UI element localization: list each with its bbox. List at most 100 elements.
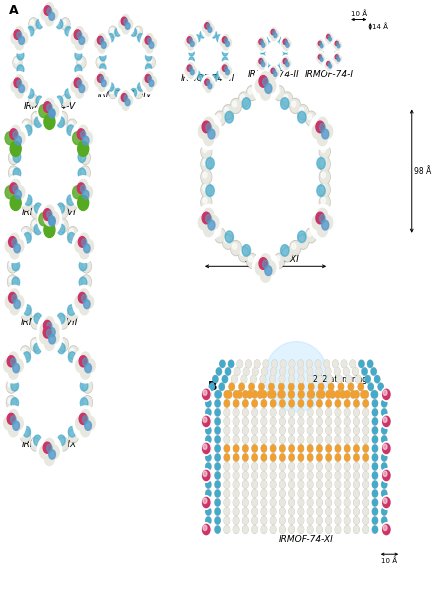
Circle shape — [334, 42, 338, 48]
Circle shape — [49, 213, 59, 226]
Circle shape — [335, 499, 340, 506]
Circle shape — [319, 144, 330, 159]
Circle shape — [339, 383, 343, 390]
Circle shape — [319, 214, 326, 223]
Circle shape — [50, 448, 54, 453]
Circle shape — [326, 499, 331, 506]
Circle shape — [319, 183, 330, 197]
Circle shape — [252, 426, 257, 434]
Circle shape — [49, 8, 58, 20]
Circle shape — [279, 454, 285, 461]
Circle shape — [5, 186, 14, 198]
Circle shape — [201, 170, 212, 184]
Circle shape — [95, 38, 102, 48]
Circle shape — [79, 38, 82, 43]
Ellipse shape — [19, 231, 80, 317]
Circle shape — [11, 422, 20, 434]
Circle shape — [189, 57, 194, 64]
Circle shape — [299, 106, 308, 119]
Circle shape — [261, 445, 266, 452]
Circle shape — [279, 508, 285, 515]
Circle shape — [307, 490, 313, 497]
Circle shape — [184, 32, 198, 52]
Circle shape — [318, 44, 320, 47]
Circle shape — [265, 266, 272, 276]
Circle shape — [41, 214, 50, 226]
Circle shape — [252, 418, 257, 425]
Circle shape — [233, 526, 239, 533]
Circle shape — [383, 498, 387, 504]
Circle shape — [10, 415, 16, 423]
Circle shape — [283, 38, 288, 45]
Circle shape — [252, 517, 257, 524]
Circle shape — [68, 198, 76, 210]
Circle shape — [319, 42, 323, 48]
Circle shape — [74, 78, 81, 88]
Circle shape — [82, 244, 91, 256]
Circle shape — [16, 85, 25, 97]
Circle shape — [260, 268, 271, 282]
Circle shape — [255, 80, 264, 93]
Circle shape — [351, 391, 355, 398]
Circle shape — [49, 105, 58, 117]
Circle shape — [330, 391, 335, 398]
Circle shape — [215, 436, 220, 443]
Circle shape — [10, 289, 19, 302]
Circle shape — [318, 55, 321, 59]
Circle shape — [326, 508, 332, 515]
Circle shape — [14, 300, 20, 309]
Circle shape — [217, 71, 222, 78]
Circle shape — [226, 38, 232, 47]
Circle shape — [345, 418, 350, 425]
Circle shape — [372, 463, 378, 470]
Circle shape — [260, 86, 271, 100]
Circle shape — [186, 64, 193, 73]
Circle shape — [383, 524, 390, 535]
Circle shape — [307, 481, 313, 488]
Circle shape — [45, 99, 54, 111]
Circle shape — [298, 105, 309, 120]
Circle shape — [261, 391, 266, 398]
Circle shape — [59, 208, 63, 213]
Circle shape — [268, 26, 280, 42]
Circle shape — [102, 77, 109, 87]
Circle shape — [345, 445, 350, 452]
Circle shape — [381, 490, 387, 497]
Circle shape — [38, 313, 61, 346]
Circle shape — [84, 382, 88, 387]
Circle shape — [11, 398, 19, 408]
Circle shape — [268, 65, 273, 72]
Circle shape — [252, 481, 257, 488]
Circle shape — [109, 88, 117, 98]
Circle shape — [3, 286, 26, 318]
Circle shape — [254, 360, 260, 368]
Circle shape — [203, 134, 207, 140]
Circle shape — [372, 508, 378, 515]
Circle shape — [21, 307, 31, 321]
Circle shape — [345, 436, 350, 443]
Circle shape — [322, 124, 333, 138]
Circle shape — [326, 418, 331, 425]
Circle shape — [382, 472, 387, 479]
Circle shape — [328, 63, 332, 69]
Circle shape — [307, 400, 313, 407]
Circle shape — [243, 526, 248, 533]
Circle shape — [286, 59, 288, 62]
Circle shape — [372, 481, 378, 488]
Circle shape — [60, 221, 64, 227]
Circle shape — [83, 365, 92, 376]
Circle shape — [11, 380, 19, 391]
Circle shape — [317, 463, 322, 470]
Circle shape — [115, 28, 121, 37]
Circle shape — [270, 517, 276, 524]
Circle shape — [261, 391, 266, 398]
Circle shape — [239, 383, 244, 391]
Circle shape — [233, 418, 239, 425]
Circle shape — [329, 383, 333, 390]
Circle shape — [203, 185, 207, 191]
Circle shape — [345, 499, 350, 506]
Circle shape — [338, 383, 344, 391]
Circle shape — [44, 329, 55, 345]
Circle shape — [335, 481, 340, 488]
Circle shape — [208, 82, 211, 86]
